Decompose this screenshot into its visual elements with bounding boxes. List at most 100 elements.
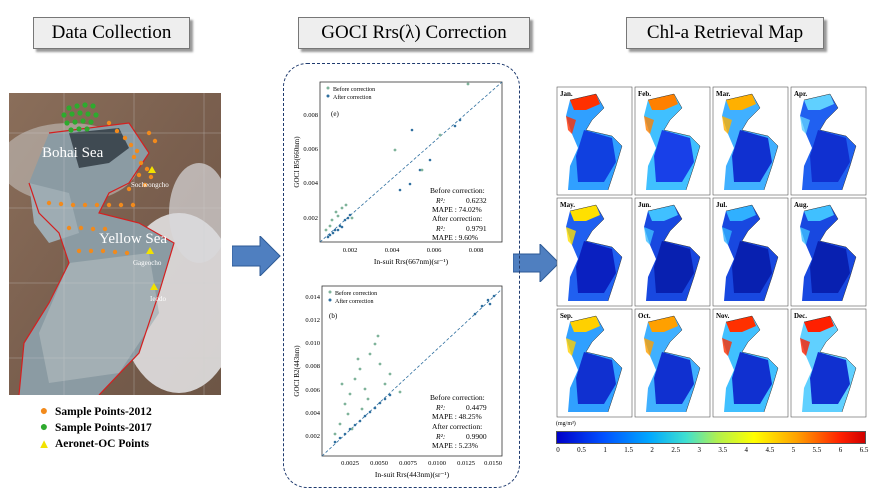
stats-after-title: After correction: xyxy=(432,214,482,223)
stats-after-mape: MAPE : 5.23% xyxy=(432,441,478,450)
legend-item-2017: ● Sample Points-2017 xyxy=(37,420,152,436)
x-tick: 0.0075 xyxy=(399,460,417,467)
x-tick: 0.006 xyxy=(427,247,442,254)
legend-before: Before correction xyxy=(333,86,375,93)
y-tick: 0.008 xyxy=(305,363,320,370)
y-tick: 0.002 xyxy=(303,215,318,222)
month-map: Jun. xyxy=(634,197,711,307)
colorbar-tick: 1 xyxy=(603,446,607,454)
x-tick: 0.0125 xyxy=(457,460,475,467)
month-map: Aug. xyxy=(790,197,867,307)
x-axis-label: In-suit Rrs(667nm)(sr⁻¹) xyxy=(374,257,449,266)
legend-before: Before correction xyxy=(335,290,377,297)
y-tick: 0.006 xyxy=(303,146,318,153)
month-label: Oct. xyxy=(638,312,651,320)
legend-label: Sample Points-2017 xyxy=(55,422,152,434)
legend-after: After correction xyxy=(335,298,373,305)
label-bohai: Bohai Sea xyxy=(42,145,104,161)
x-tick: 0.008 xyxy=(469,247,484,254)
x-tick: 0.004 xyxy=(385,247,400,254)
colorbar-tick: 2.5 xyxy=(671,446,681,454)
y-tick: 0.006 xyxy=(305,387,320,394)
y-tick: 0.008 xyxy=(303,112,318,119)
stats-after-title: After correction: xyxy=(432,422,482,431)
legend-after: After correction xyxy=(333,94,371,101)
month-label: Jan. xyxy=(560,90,573,98)
label-socheongcho: Socheongcho xyxy=(131,181,169,189)
month-label: Mar. xyxy=(716,90,731,98)
y-axis-label: GOCI B5(660nm) xyxy=(293,136,301,188)
y-axis-label: GOCI B2(443nm) xyxy=(293,345,301,397)
x-axis-label: In-suit Rrs(443nm)(sr⁻¹) xyxy=(375,470,450,479)
colorbar-tick: 6.5 xyxy=(859,446,869,454)
stats-before-mape: MAPE : 48.25% xyxy=(432,412,482,421)
stats-r2-label: R²: xyxy=(435,224,445,233)
green-dot-icon: ● xyxy=(39,420,49,435)
legend-item-aeronet: ▲ Aeronet-OC Points xyxy=(37,436,152,452)
month-label: Dec. xyxy=(794,312,807,320)
y-tick: 0.004 xyxy=(305,410,320,417)
month-label: Jul. xyxy=(716,201,727,209)
month-label: Sep. xyxy=(560,312,573,320)
x-tick: 0.0025 xyxy=(341,460,359,467)
month-map: Mar. xyxy=(712,86,789,196)
colorbar-tick: 3.5 xyxy=(718,446,728,454)
month-map: Sep. xyxy=(556,308,633,418)
colorbar xyxy=(556,431,866,444)
month-map: Apr. xyxy=(790,86,867,196)
colorbar-tick: 0 xyxy=(556,446,560,454)
legend-item-2012: ● Sample Points-2012 xyxy=(37,404,152,420)
colorbar-unit: (mg/m³) xyxy=(556,421,576,427)
colorbar-tick: 1.5 xyxy=(624,446,633,454)
stats-r2-label: R²: xyxy=(435,403,445,412)
y-tick: 0.002 xyxy=(305,433,320,440)
colorbar-tick: 0.5 xyxy=(577,446,586,454)
y-tick: 0.004 xyxy=(303,180,318,187)
x-tick: 0.0050 xyxy=(370,460,388,467)
colorbar-tick: 2 xyxy=(650,446,654,454)
satellite-image: Bohai Sea Yellow Sea Socheongcho Gageoch… xyxy=(9,93,221,395)
month-map: Dec. xyxy=(790,308,867,418)
month-label: Aug. xyxy=(794,201,808,209)
colorbar-tick: 4 xyxy=(744,446,749,454)
month-label: Jun. xyxy=(638,201,651,209)
label-yellow: Yellow Sea xyxy=(99,231,167,247)
month-map: Nov. xyxy=(712,308,789,418)
month-label: Feb. xyxy=(638,90,651,98)
month-map: Feb. xyxy=(634,86,711,196)
monthly-maps-grid: Jan. Feb. Mar. Apr. xyxy=(556,86,868,418)
arrow-right-icon xyxy=(513,244,560,282)
x-tick: 0.0100 xyxy=(428,460,446,467)
stats-before-title: Before correction: xyxy=(430,393,485,402)
y-tick: 0.012 xyxy=(305,317,320,324)
satellite-map: Bohai Sea Yellow Sea Socheongcho Gageoch… xyxy=(9,93,221,395)
scatter-plot-e: Before correction After correction (e) B… xyxy=(290,80,512,270)
colorbar-tick: 4.5 xyxy=(765,446,775,454)
stats-after-mape: MAPE : 9.60% xyxy=(432,233,478,242)
orange-dot-icon: ● xyxy=(39,404,49,419)
y-tick: 0.014 xyxy=(305,294,320,301)
month-map: Jan. xyxy=(556,86,633,196)
stats-after-r2: 0.9791 xyxy=(466,224,487,233)
panel-label: (e) xyxy=(331,110,339,118)
month-label: Nov. xyxy=(716,312,730,320)
legend-label: Aeronet-OC Points xyxy=(55,438,150,450)
colorbar-tick: 6 xyxy=(838,446,843,454)
x-tick: 0.0150 xyxy=(484,460,502,467)
colorbar-tick: 3 xyxy=(697,446,701,454)
map-legend: ● Sample Points-2012 ● Sample Points-2017 … xyxy=(37,404,152,452)
colorbar-tick: 5 xyxy=(791,446,796,454)
monthly-maps: Jan. Feb. Mar. Apr. xyxy=(556,86,867,418)
label-gageocho: Gageocho xyxy=(133,259,162,267)
x-tick: 0.002 xyxy=(343,247,358,254)
colorbar-tick: 5.5 xyxy=(812,446,822,454)
header-retrieval: Chl-a Retrieval Map xyxy=(626,17,824,49)
label-ieodo: Ieodo xyxy=(150,295,166,303)
month-map: May. xyxy=(556,197,633,307)
correction-frame xyxy=(283,63,520,488)
stats-r2-label: R²: xyxy=(435,196,445,205)
arrow-right-icon xyxy=(232,236,281,276)
yellow-triangle-icon: ▲ xyxy=(37,436,51,451)
header-data-collection: Data Collection xyxy=(33,17,190,49)
panel-label: (b) xyxy=(329,312,338,320)
